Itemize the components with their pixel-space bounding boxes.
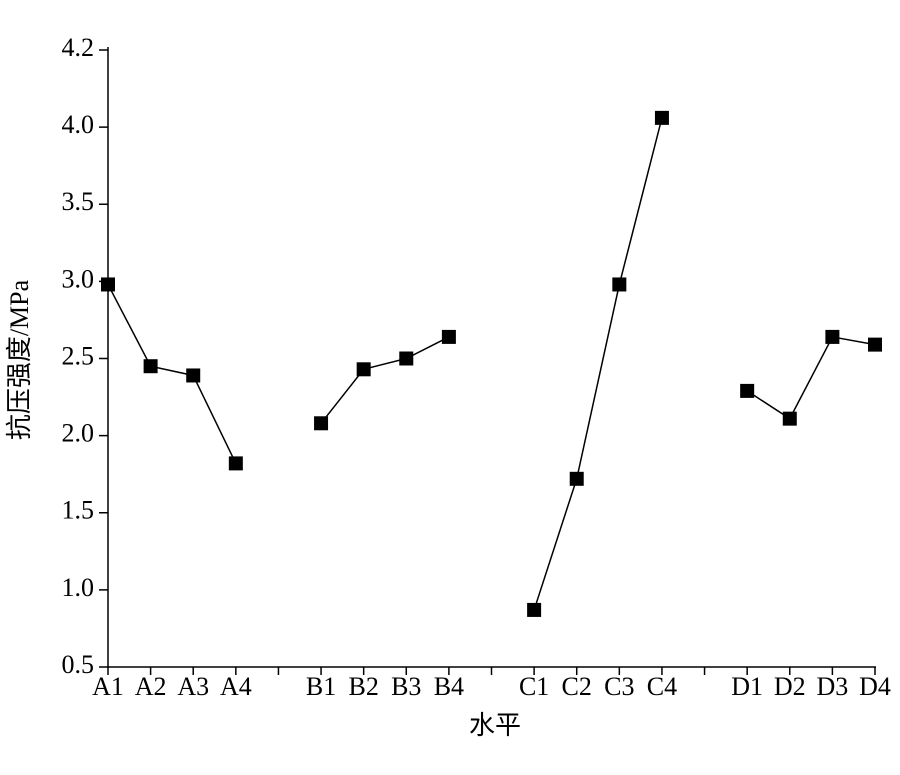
line: [107, 117, 876, 611]
marker: [782, 411, 797, 426]
x-tick-label: C3: [604, 672, 634, 701]
x-tick-label: D2: [774, 672, 806, 701]
y-tick-label: 0.5: [62, 650, 95, 679]
y-tick-label: 3.5: [62, 187, 95, 216]
marker: [740, 383, 755, 398]
marker: [186, 368, 201, 383]
y-tick-label: 1.0: [62, 573, 95, 602]
marker: [143, 359, 158, 374]
x-tick-label: B2: [348, 672, 378, 701]
x-tick-label: D3: [816, 672, 848, 701]
marker: [654, 110, 669, 125]
marker: [441, 329, 456, 344]
x-tick-label: D1: [731, 672, 763, 701]
y-tick-label: 4.2: [62, 33, 95, 62]
x-tick-label: A2: [135, 672, 167, 701]
marker: [612, 277, 627, 292]
marker: [228, 456, 243, 471]
y-tick-label: 4.0: [62, 110, 95, 139]
x-tick-label: B1: [306, 672, 336, 701]
x-tick-label: B4: [434, 672, 464, 701]
y-tick-label: 3.0: [62, 264, 95, 293]
marker: [399, 351, 414, 366]
marker: [569, 471, 584, 486]
y-tick-label: 2.0: [62, 419, 95, 448]
x-tick-label: A1: [92, 672, 124, 701]
marker: [356, 362, 371, 377]
x-tick-label: D4: [859, 672, 891, 701]
y-axis-label: 抗压强度/MPa: [5, 279, 34, 440]
x-tick-label: A3: [177, 672, 209, 701]
marker: [868, 337, 882, 352]
marker: [101, 277, 115, 292]
marker: [527, 602, 542, 617]
x-tick-label: C1: [519, 672, 549, 701]
y-tick-label: 1.5: [62, 496, 95, 525]
x-tick-label: C2: [562, 672, 592, 701]
x-tick-label: C4: [647, 672, 677, 701]
x-axis-label: 水平: [469, 711, 521, 740]
marker: [825, 329, 840, 344]
x-tick-label: A4: [220, 672, 252, 701]
marker: [314, 416, 329, 431]
y-tick-label: 2.5: [62, 341, 95, 370]
x-tick-label: B3: [391, 672, 421, 701]
